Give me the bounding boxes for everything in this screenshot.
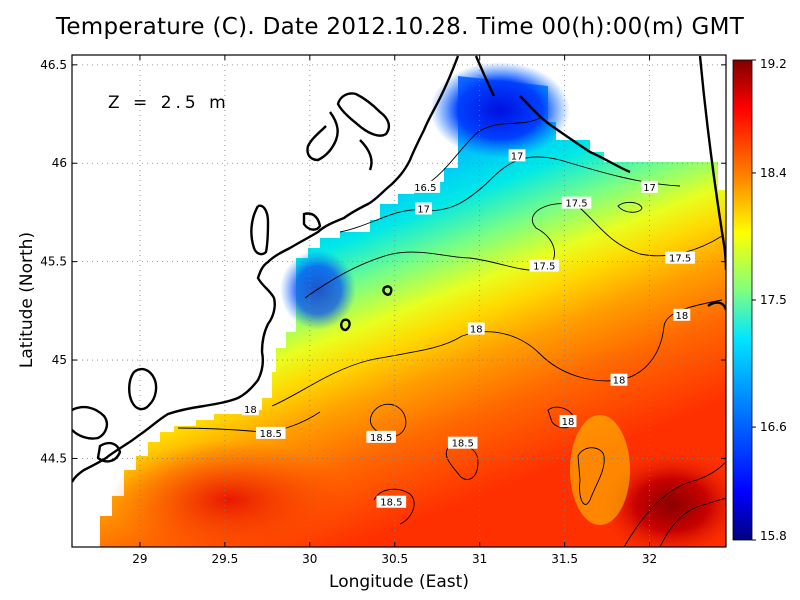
y-tick-label: 44.5 (40, 451, 67, 465)
contour-label-text: 17.5 (565, 199, 587, 210)
contour-label-bg (561, 196, 592, 209)
x-tick-label: 31 (472, 552, 487, 566)
contour-label-bg (673, 308, 691, 321)
y-tick-label: 46 (52, 156, 67, 170)
contour-label-bg (410, 180, 441, 193)
contour-label-bg (447, 436, 478, 449)
contour-label-text: 18 (613, 376, 626, 387)
contour-label: 16.5 (410, 180, 441, 194)
coastline (72, 55, 726, 483)
x-tick-label: 29.5 (212, 552, 239, 566)
contour-label-text: 18.5 (380, 498, 402, 509)
contour-label-bg (508, 149, 526, 162)
contour-label: 18.5 (366, 430, 396, 444)
contour-label-text: 16.5 (414, 183, 436, 194)
plot-frame (71, 54, 727, 548)
x-axis-ticks: 29 29.5 30 30.5 31 31.5 32 (132, 55, 657, 566)
contour-label-text: 18 (675, 311, 688, 322)
contour-label-text: 17.5 (669, 254, 691, 265)
contour-label: 17.5 (561, 196, 592, 210)
colorbar (732, 59, 753, 541)
contour-label: 18.5 (447, 436, 478, 450)
x-tick-label: 30 (302, 552, 317, 566)
contour-label-bg (241, 403, 259, 416)
contour-label-text: 18.5 (370, 433, 392, 444)
contour-label-bg (610, 373, 628, 386)
contour-label: 18 (467, 322, 485, 336)
contour-label-bg (665, 251, 695, 264)
colorbar-ticks: 15.8 16.6 17.5 18.4 19.2 (752, 57, 787, 543)
y-tick-label: 45.5 (40, 255, 67, 269)
y-tick-label: 45 (52, 353, 67, 367)
contour-label-bg (641, 180, 658, 193)
contour-label-text: 18.5 (452, 439, 474, 450)
colorbar-tick-label: 19.2 (760, 57, 787, 71)
contour-label: 18 (241, 403, 259, 416)
contour-label-text: 17 (511, 151, 524, 162)
y-axis-label: Latitude (North) (17, 232, 37, 368)
y-tick-label: 46.5 (40, 58, 67, 72)
x-tick-label: 31.5 (551, 552, 578, 566)
contour-label-bg (467, 322, 485, 335)
contour-label-text: 18 (244, 405, 257, 416)
contour-label-bg (529, 259, 560, 272)
contour-label: 17 (641, 180, 658, 194)
map-title: Temperature (C). Date 2012.10.28. Time 0… (55, 14, 745, 40)
depth-label: Z = 2.5 m (108, 93, 230, 113)
contour-label: 18.5 (255, 426, 286, 440)
contour-label: 18 (610, 373, 628, 387)
contour-labels: 16.5 17 17 17 17.5 17.5 17.5 18 18 18 18 18 18.5 18.5… (241, 149, 695, 509)
contour-label: 17 (415, 202, 433, 216)
contour-label: 17.5 (529, 259, 560, 273)
y-axis-ticks: 44.5 45 45.5 46 46.5 (40, 58, 726, 465)
colorbar-tick-label: 15.8 (760, 529, 787, 543)
contour-label: 17.5 (665, 251, 695, 265)
colorbar-tick-label: 16.6 (760, 420, 787, 434)
x-tick-label: 32 (642, 552, 657, 566)
contour-label-bg (366, 430, 396, 443)
contour-label: 18 (559, 415, 577, 428)
grid-lines (72, 55, 726, 547)
contour-label-text: 18 (562, 417, 575, 428)
contour-label: 18.5 (376, 495, 407, 509)
contour-label-bg (376, 495, 407, 508)
x-axis-label: Longitude (East) (329, 572, 469, 592)
contour-label-bg (255, 426, 286, 439)
contour-label: 18 (673, 308, 691, 322)
contour-label-text: 17.5 (533, 262, 555, 273)
x-tick-label: 30.5 (381, 552, 408, 566)
contour-label-text: 17 (417, 205, 430, 216)
x-tick-label: 29 (132, 552, 147, 566)
contour-label-text: 18 (470, 325, 483, 336)
contour-label-bg (559, 415, 577, 428)
contour-label-text: 17 (643, 183, 656, 194)
contour-label-bg (415, 202, 433, 215)
contour-label: 17 (508, 149, 526, 162)
colorbar-tick-label: 17.5 (760, 293, 787, 307)
contour-label-text: 18.5 (260, 429, 282, 440)
colorbar-tick-label: 18.4 (760, 166, 787, 180)
